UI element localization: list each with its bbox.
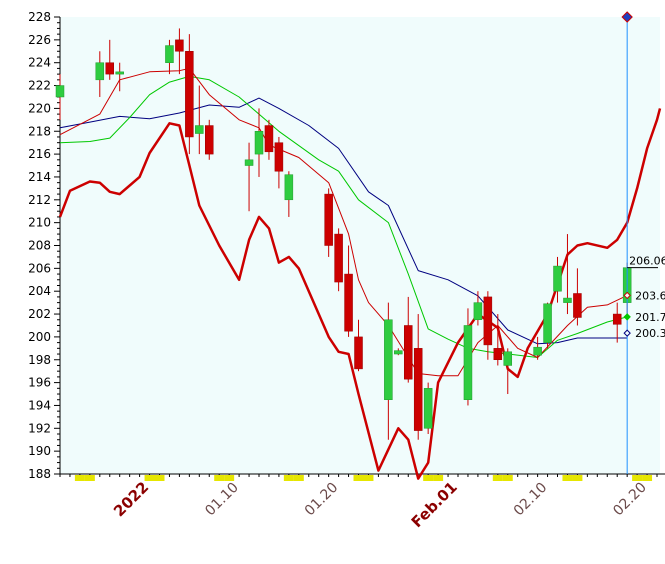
y-tick-label: 216: [28, 147, 51, 161]
y-tick-label: 220: [28, 101, 51, 115]
candle-body: [205, 125, 214, 155]
x-tick-label: 2022: [110, 478, 152, 520]
y-tick-label: 218: [28, 124, 51, 138]
candle-body: [344, 273, 353, 332]
x-tick-label: 01.10: [202, 480, 242, 520]
weekend-marker: [492, 475, 503, 481]
y-tick-label: 212: [28, 193, 51, 207]
value-marker: [623, 313, 631, 321]
candle-body: [264, 125, 274, 153]
x-tick-label: Feb.01: [408, 478, 461, 531]
weekend-marker: [154, 475, 165, 481]
candle-body: [165, 45, 174, 63]
y-tick-label: 196: [28, 376, 51, 390]
weekend-marker: [363, 475, 374, 481]
y-axis: 188 190 192 194 196 198 200 202 204 206 208 210 212 2…: [28, 10, 61, 481]
indicator-lines: [58, 67, 662, 480]
y-tick-label: 222: [28, 79, 51, 93]
y-tick-label: 226: [28, 33, 51, 47]
weekend-marker: [502, 475, 513, 481]
candle-body: [384, 319, 393, 400]
y-tick-label: 210: [28, 216, 51, 230]
last-price-label: 206.06: [629, 255, 665, 268]
candle-body: [612, 313, 622, 325]
candle-body: [483, 296, 493, 346]
x-tick-label: 01.20: [302, 480, 342, 520]
weekend-marker: [84, 475, 95, 481]
weekend-marker: [642, 475, 653, 481]
cursor[interactable]: [621, 11, 633, 474]
weekend-marker: [224, 475, 235, 481]
candle-body: [503, 351, 513, 366]
weekend-marker: [214, 475, 225, 481]
value-marker: [623, 291, 631, 300]
weekend-marker: [283, 475, 294, 481]
y-tick-label: 228: [28, 10, 51, 24]
candle-body: [105, 62, 115, 75]
weekend-marker: [572, 475, 583, 481]
indicator-line-3: [58, 108, 662, 480]
candle-body: [185, 51, 194, 138]
candle-body: [195, 125, 204, 134]
candle-body: [553, 265, 562, 292]
candle-body: [95, 62, 105, 81]
weekend-marker: [293, 475, 304, 481]
y-tick-label: 194: [28, 398, 51, 412]
weekend-marker: [632, 475, 643, 481]
candle-body: [115, 71, 124, 75]
y-tick-label: 198: [28, 353, 51, 367]
candle-body: [543, 303, 552, 343]
candle-body: [423, 388, 433, 429]
cursor-marker: [621, 11, 633, 23]
candle-body: [563, 297, 572, 303]
candle-body: [175, 39, 184, 52]
candle-body: [274, 142, 284, 172]
value-label: 203.63: [635, 289, 665, 302]
y-tick-label: 204: [28, 284, 51, 298]
candle-body: [394, 350, 403, 355]
weekend-marker: [353, 475, 364, 481]
candle-body: [324, 193, 333, 246]
candles: [55, 28, 632, 440]
value-label: 200.33: [635, 327, 665, 340]
value-label: 201.75: [635, 311, 665, 324]
candle-body: [493, 348, 503, 361]
candle-body: [284, 174, 294, 201]
x-axis: 2022 01.10 01.20 Feb.01 02.10 02.20: [59, 473, 665, 531]
candle-body: [354, 336, 363, 370]
candle-body: [244, 159, 254, 166]
y-tick-label: 214: [28, 170, 51, 184]
value-marker: [623, 329, 631, 337]
weekend-marker: [423, 475, 434, 481]
indicator-line-2: [59, 67, 628, 377]
candle-body: [334, 233, 343, 283]
weekend-marker: [144, 475, 155, 481]
y-tick-label: 192: [28, 421, 51, 435]
candle-body: [573, 293, 582, 318]
y-tick-label: 208: [28, 239, 51, 253]
weekend-marker: [562, 475, 573, 481]
value-labels: 206.06 203.63 201.75 200.33: [623, 255, 665, 340]
candle-body: [463, 325, 473, 400]
candle-body: [404, 325, 413, 380]
y-tick-label: 206: [28, 261, 51, 275]
plot-background: [60, 17, 660, 474]
y-tick-label: 224: [28, 56, 51, 70]
y-tick-label: 190: [28, 444, 51, 458]
x-tick-label: 02.20: [610, 480, 650, 520]
y-tick-label: 202: [28, 307, 51, 321]
candle-body: [413, 348, 423, 431]
candle-body: [254, 131, 264, 155]
candle-body: [473, 302, 483, 321]
weekend-marker: [74, 475, 85, 481]
weekend-marker: [433, 475, 444, 481]
x-tick-label: 02.10: [511, 480, 551, 520]
y-tick-label: 200: [28, 330, 51, 344]
candle-body: [533, 346, 542, 356]
candle-body: [55, 85, 65, 98]
y-tick-label: 188: [28, 467, 51, 481]
